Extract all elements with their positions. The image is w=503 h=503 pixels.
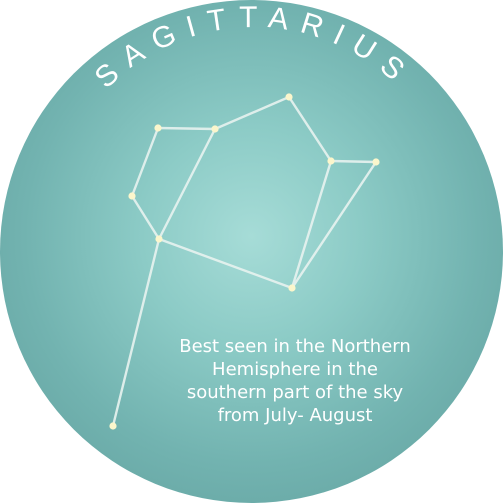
constellation-line [329,159,378,164]
constellation-lines [111,95,378,428]
star [155,235,163,243]
star [327,157,335,165]
visibility-caption: Best seen in the Northern Hemisphere in … [150,335,440,427]
constellation-line [287,95,333,163]
constellation-line [290,160,378,290]
constellation-line [111,237,161,428]
star [372,158,380,166]
caption-line: from July- August [217,405,373,426]
caption-line: Hemisphere in the [212,359,378,380]
constellation-line [156,126,217,131]
star [285,93,293,101]
constellation-line [157,127,217,241]
star [128,192,136,200]
constellation-line [157,237,294,290]
caption-line: Best seen in the Northern [179,336,411,357]
constellation-line [213,95,291,131]
star [154,124,162,132]
constellation-stars [109,93,380,430]
constellation-line [130,194,161,241]
caption-line: southern part of the sky [186,382,404,403]
star [288,284,296,292]
star [109,422,117,430]
constellation-line [290,159,333,290]
constellation-title: SAGITTARIUS [89,1,420,95]
constellation-line [130,126,160,198]
star [211,125,219,133]
